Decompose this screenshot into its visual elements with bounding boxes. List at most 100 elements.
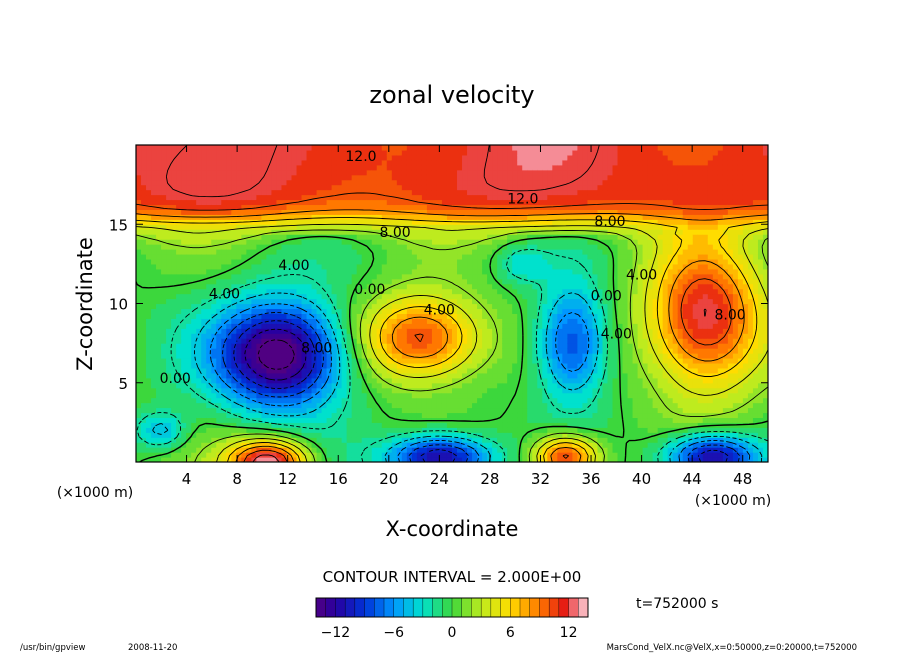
field-cell (151, 214, 157, 220)
field-cell (396, 303, 403, 310)
field-cell (406, 397, 413, 404)
field-cell (497, 397, 503, 404)
field-cell (146, 288, 152, 295)
field-cell (381, 239, 388, 245)
field-cell (261, 169, 268, 176)
field-cell (141, 338, 147, 344)
field-cell (441, 362, 448, 369)
field-cell (311, 362, 318, 369)
field-cell (176, 154, 182, 161)
field-cell (216, 382, 222, 389)
field-cell (436, 357, 443, 364)
field-cell (271, 323, 278, 329)
field-cell (136, 387, 142, 394)
field-cell (457, 209, 463, 215)
field-cell (331, 447, 338, 453)
field-cell (492, 145, 498, 151)
field-cell (512, 253, 518, 260)
field-cell (386, 149, 393, 156)
field-cell (467, 427, 473, 433)
field-cell (321, 343, 328, 349)
field-cell (361, 194, 368, 201)
field-cell (321, 204, 328, 210)
field-cell (441, 253, 448, 260)
field-cell (497, 154, 503, 161)
field-cell (276, 268, 283, 275)
field-cell (181, 412, 187, 419)
field-cell (386, 392, 393, 399)
field-cell (522, 348, 528, 354)
field-cell (482, 224, 488, 230)
field-cell (231, 343, 237, 349)
field-cell (477, 308, 483, 314)
field-cell (191, 402, 197, 409)
field-cell (196, 427, 202, 433)
field-cell (341, 367, 348, 374)
field-cell (301, 353, 308, 359)
field-cell (512, 318, 518, 324)
field-cell (446, 249, 453, 255)
field-cell (396, 219, 403, 225)
field-cell (517, 219, 523, 225)
field-cell (196, 397, 202, 404)
field-cell (201, 149, 207, 156)
field-cell (467, 298, 473, 305)
field-cell (341, 273, 348, 280)
field-cell (522, 149, 528, 156)
field-cell (281, 229, 288, 235)
field-cell (316, 412, 323, 419)
field-cell (166, 303, 172, 310)
field-cell (336, 442, 343, 448)
field-cell (261, 159, 268, 166)
field-cell (487, 303, 493, 310)
field-cell (366, 283, 373, 290)
field-cell (266, 402, 273, 409)
field-cell (326, 174, 333, 181)
field-cell (436, 219, 443, 225)
field-cell (186, 372, 192, 379)
field-cell (522, 437, 528, 443)
field-cell (416, 244, 423, 250)
field-cell (271, 417, 278, 423)
field-cell (482, 278, 488, 285)
field-cell (236, 387, 242, 394)
field-cell (326, 328, 333, 334)
field-cell (186, 224, 192, 230)
field-cell (467, 164, 473, 171)
field-cell (517, 263, 523, 270)
field-cell (216, 328, 222, 334)
field-cell (196, 357, 202, 364)
field-cell (371, 372, 378, 379)
field-cell (482, 214, 488, 220)
field-cell (186, 169, 192, 176)
field-cell (186, 229, 192, 235)
field-cell (416, 447, 423, 453)
field-cell (472, 229, 478, 235)
field-cell (141, 194, 147, 201)
field-cell (276, 362, 283, 369)
field-cell (502, 432, 508, 438)
field-cell (441, 278, 448, 285)
field-cell (201, 397, 207, 404)
field-cell (286, 159, 293, 166)
field-cell (361, 219, 368, 225)
field-cell (522, 159, 528, 166)
field-cell (286, 457, 293, 462)
field-cell (301, 432, 308, 438)
field-cell (226, 447, 232, 453)
field-cell (286, 209, 293, 215)
field-cell (401, 249, 408, 255)
field-cell (351, 149, 358, 156)
field-cell (401, 219, 408, 225)
field-cell (316, 189, 323, 196)
field-cell (191, 258, 197, 265)
field-cell (421, 174, 428, 181)
field-cell (256, 268, 262, 275)
field-cell (181, 184, 187, 191)
field-cell (441, 348, 448, 354)
field-cell (181, 283, 187, 290)
field-cell (472, 194, 478, 201)
field-cell (286, 249, 293, 255)
field-cell (236, 343, 242, 349)
field-cell (426, 194, 433, 201)
